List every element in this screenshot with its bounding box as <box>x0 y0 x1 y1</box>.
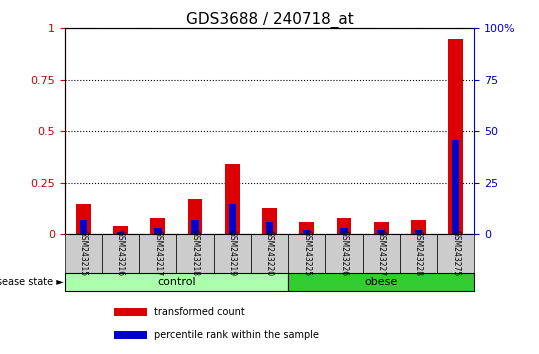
Bar <box>437 234 474 273</box>
Bar <box>262 208 277 234</box>
Text: GSM243228: GSM243228 <box>414 230 423 276</box>
Text: GSM243225: GSM243225 <box>302 230 311 276</box>
Bar <box>113 226 128 234</box>
Text: transformed count: transformed count <box>154 307 245 317</box>
Bar <box>414 230 422 234</box>
Bar <box>448 39 463 234</box>
Bar <box>188 199 203 234</box>
Text: GSM243218: GSM243218 <box>190 230 199 276</box>
Bar <box>154 228 162 234</box>
Bar <box>374 222 389 234</box>
Bar <box>80 220 87 234</box>
Bar <box>400 234 437 273</box>
Bar <box>102 234 139 273</box>
Bar <box>303 230 310 234</box>
Bar <box>340 228 348 234</box>
Text: obese: obese <box>364 277 398 287</box>
Text: GSM243217: GSM243217 <box>153 230 162 276</box>
Bar <box>299 222 314 234</box>
Bar <box>114 308 147 316</box>
Bar <box>229 204 236 234</box>
Text: GSM243275: GSM243275 <box>451 230 460 276</box>
Bar <box>411 220 426 234</box>
Text: disease state ►: disease state ► <box>0 277 64 287</box>
Text: GSM243215: GSM243215 <box>79 230 88 276</box>
Text: GSM243219: GSM243219 <box>228 230 237 276</box>
Bar <box>288 234 326 273</box>
Text: control: control <box>157 277 196 287</box>
Bar <box>65 273 288 291</box>
Bar <box>363 234 400 273</box>
Bar <box>150 218 165 234</box>
Bar <box>326 234 363 273</box>
Bar <box>266 222 273 234</box>
Bar <box>65 234 102 273</box>
Bar <box>139 234 176 273</box>
Text: GSM243216: GSM243216 <box>116 230 125 276</box>
Bar <box>288 273 474 291</box>
Bar <box>117 233 125 234</box>
Text: GSM243220: GSM243220 <box>265 230 274 276</box>
Bar <box>225 164 240 234</box>
Bar <box>251 234 288 273</box>
Bar <box>191 220 199 234</box>
Text: GSM243227: GSM243227 <box>377 230 386 276</box>
Bar <box>452 139 459 234</box>
Bar <box>76 204 91 234</box>
Bar <box>336 218 351 234</box>
Title: GDS3688 / 240718_at: GDS3688 / 240718_at <box>185 12 354 28</box>
Text: GSM243226: GSM243226 <box>340 230 349 276</box>
Bar <box>114 331 147 339</box>
Bar <box>176 234 213 273</box>
Bar <box>377 230 385 234</box>
Text: percentile rank within the sample: percentile rank within the sample <box>154 330 320 340</box>
Bar <box>213 234 251 273</box>
